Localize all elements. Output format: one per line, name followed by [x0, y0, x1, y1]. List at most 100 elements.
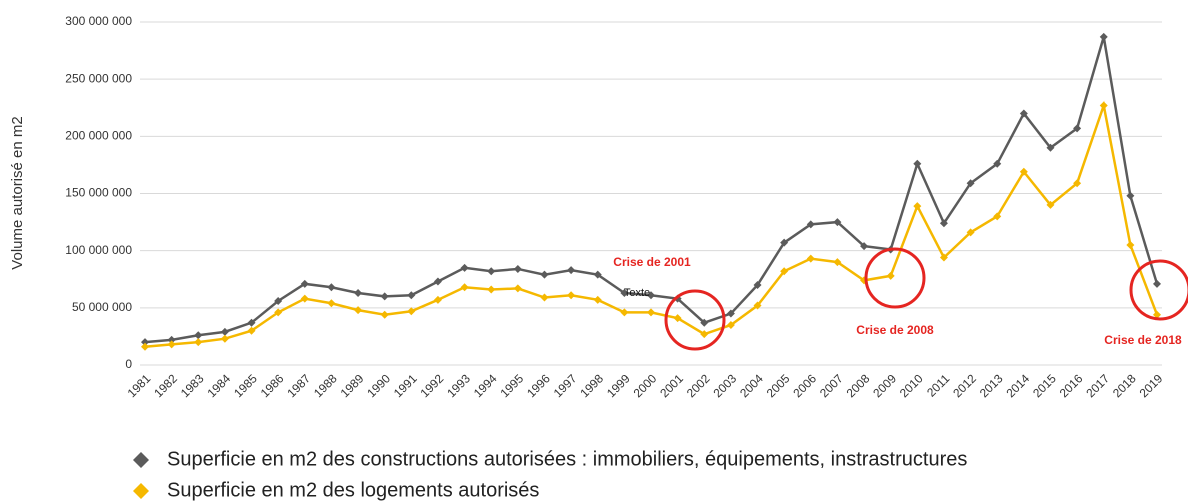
point-marker — [540, 293, 549, 302]
point-marker — [753, 280, 762, 289]
point-marker — [247, 318, 256, 327]
legend-marker — [133, 452, 149, 468]
point-marker — [620, 308, 629, 317]
point-marker — [700, 330, 709, 339]
point-marker — [966, 228, 975, 237]
x-tick-label: 1994 — [471, 371, 500, 400]
point-marker — [1153, 279, 1161, 288]
x-tick-label: 2009 — [870, 371, 899, 400]
point-marker — [460, 263, 469, 272]
x-tick-label: 1998 — [577, 371, 606, 400]
point-marker — [993, 212, 1002, 221]
point-marker — [407, 291, 416, 300]
point-marker — [247, 326, 256, 335]
annotation: Texte — [624, 287, 650, 299]
point-marker — [673, 314, 682, 323]
x-tick-label: 2012 — [950, 371, 979, 400]
point-marker — [833, 258, 842, 267]
point-marker — [220, 327, 229, 336]
point-marker — [380, 310, 389, 319]
point-marker — [647, 308, 655, 317]
point-marker — [647, 291, 655, 300]
point-marker — [700, 318, 709, 327]
x-tick-label: 1981 — [125, 371, 154, 400]
point-marker — [806, 254, 815, 263]
point-marker — [141, 342, 149, 351]
y-tick-label: 100 000 000 — [65, 243, 132, 257]
highlight-circle — [864, 247, 926, 309]
point-marker — [141, 338, 149, 347]
x-tick-label: 2002 — [684, 371, 713, 400]
y-tick-label: 150 000 000 — [65, 186, 132, 200]
point-marker — [540, 270, 549, 279]
point-marker — [726, 320, 735, 329]
x-tick-label: 2014 — [1003, 371, 1032, 400]
point-marker — [966, 179, 975, 188]
x-tick-label: 2013 — [977, 371, 1006, 400]
y-tick-label: 250 000 000 — [65, 71, 132, 85]
point-marker — [194, 338, 203, 347]
x-tick-label: 1991 — [391, 371, 420, 400]
x-tick-label: 2011 — [924, 371, 952, 399]
y-axis-label: Volume autorisé en m2 — [9, 116, 26, 269]
point-marker — [593, 270, 602, 279]
point-marker — [1099, 101, 1108, 110]
point-marker — [780, 238, 789, 247]
highlight-circle — [664, 289, 726, 351]
x-tick-label: 1996 — [524, 371, 553, 400]
y-tick-label: 50 000 000 — [72, 300, 132, 314]
point-marker — [1019, 109, 1028, 118]
x-tick-label: 2006 — [790, 371, 819, 400]
point-marker — [274, 308, 283, 317]
x-tick-label: 1992 — [418, 371, 447, 400]
point-marker — [327, 283, 336, 292]
point-marker — [513, 264, 522, 273]
x-tick-label: 2007 — [817, 371, 846, 400]
y-tick-label: 300 000 000 — [65, 14, 132, 28]
point-marker — [753, 301, 762, 310]
x-tick-label: 1989 — [338, 371, 367, 400]
x-tick-label: 2015 — [1030, 371, 1059, 400]
x-tick-label: 1988 — [311, 371, 340, 400]
point-marker — [380, 292, 389, 301]
point-marker — [1046, 143, 1055, 152]
point-marker — [194, 331, 203, 340]
x-tick-label: 2001 — [657, 371, 686, 400]
point-marker — [833, 218, 842, 227]
x-tick-label: 2000 — [631, 371, 660, 400]
point-marker — [567, 291, 576, 300]
point-marker — [913, 202, 922, 211]
point-marker — [806, 220, 815, 229]
legend-label: Superficie en m2 des constructions autor… — [167, 448, 967, 470]
point-marker — [1126, 191, 1135, 200]
point-marker — [513, 284, 522, 293]
x-tick-label: 1997 — [551, 371, 580, 400]
point-marker — [1073, 124, 1082, 133]
x-tick-label: 1986 — [258, 371, 287, 400]
y-tick-label: 0 — [125, 357, 132, 371]
point-marker — [726, 309, 735, 318]
annotation: Crise de 2018 — [1104, 333, 1182, 347]
x-tick-label: 1985 — [231, 371, 260, 400]
point-marker — [1019, 167, 1028, 176]
point-marker — [780, 267, 789, 276]
x-tick-label: 1987 — [284, 371, 313, 400]
x-tick-label: 2018 — [1110, 371, 1139, 400]
point-marker — [300, 294, 309, 303]
y-tick-label: 200 000 000 — [65, 129, 132, 143]
point-marker — [487, 285, 496, 294]
x-tick-label: 2010 — [897, 371, 926, 400]
point-marker — [433, 295, 442, 304]
x-tick-label: 2016 — [1057, 371, 1086, 400]
point-marker — [1153, 310, 1161, 319]
point-marker — [860, 242, 869, 251]
point-marker — [886, 271, 895, 280]
point-marker — [354, 288, 363, 297]
point-marker — [567, 266, 576, 275]
point-marker — [939, 219, 948, 228]
point-marker — [433, 277, 442, 286]
x-tick-label: 2005 — [764, 371, 793, 400]
x-tick-label: 1995 — [497, 371, 526, 400]
point-marker — [327, 299, 336, 308]
